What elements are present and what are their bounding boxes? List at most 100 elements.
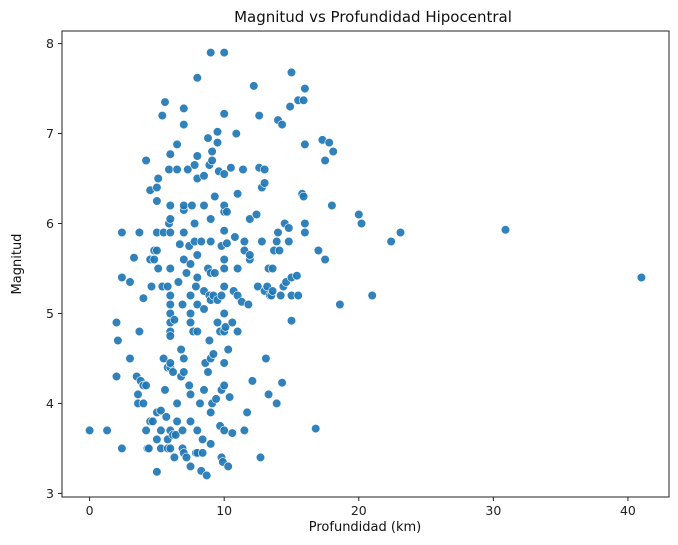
data-point-152 xyxy=(207,146,217,157)
data-point-182 xyxy=(219,169,229,179)
data-point-69 xyxy=(165,358,175,368)
data-point-186 xyxy=(222,238,232,248)
data-point-56 xyxy=(164,164,174,175)
data-point-257 xyxy=(300,218,310,229)
data-point-207 xyxy=(243,299,253,310)
data-point-211 xyxy=(247,376,257,386)
data-point-226 xyxy=(264,389,274,400)
data-point-38 xyxy=(152,245,162,256)
data-point-86 xyxy=(177,425,188,436)
data-point-29 xyxy=(148,416,158,427)
data-point-121 xyxy=(192,250,202,260)
data-point-209 xyxy=(245,250,255,260)
y-tick-label: 7 xyxy=(46,126,54,141)
data-point-256 xyxy=(300,83,310,94)
data-point-22 xyxy=(141,425,151,436)
data-point-137 xyxy=(203,367,213,377)
data-point-5 xyxy=(113,335,123,346)
data-point-70 xyxy=(165,443,175,454)
x-tick-label: 10 xyxy=(216,503,232,518)
data-point-62 xyxy=(165,290,175,301)
data-point-214 xyxy=(253,281,263,292)
data-point-97 xyxy=(181,268,192,278)
data-point-129 xyxy=(198,434,208,445)
data-point-150 xyxy=(206,214,216,224)
data-point-229 xyxy=(268,263,278,274)
data-point-196 xyxy=(231,129,241,139)
data-point-91 xyxy=(179,200,189,211)
data-point-154 xyxy=(208,349,218,359)
data-point-134 xyxy=(199,171,209,181)
data-point-67 xyxy=(165,149,175,159)
data-point-28 xyxy=(146,281,157,292)
data-point-144 xyxy=(206,407,216,418)
data-point-45 xyxy=(157,110,167,121)
data-point-64 xyxy=(165,227,175,238)
data-point-218 xyxy=(257,236,267,247)
data-point-63 xyxy=(165,263,175,274)
data-point-236 xyxy=(274,245,285,256)
data-point-99 xyxy=(183,164,193,175)
chart-title: Magnitud vs Profundidad Hipocentral xyxy=(234,8,512,26)
data-point-176 xyxy=(219,281,229,292)
data-point-258 xyxy=(300,139,310,149)
data-point-123 xyxy=(192,151,202,161)
data-point-269 xyxy=(354,209,364,220)
data-point-98 xyxy=(181,452,192,463)
data-point-264 xyxy=(320,155,330,166)
data-point-149 xyxy=(206,236,216,247)
data-point-172 xyxy=(219,380,229,391)
data-point-21 xyxy=(141,155,151,166)
data-point-131 xyxy=(199,304,209,314)
data-point-243 xyxy=(284,223,294,233)
y-axis: 3 4 5 6 7 8 xyxy=(46,36,62,501)
data-point-102 xyxy=(185,461,196,472)
data-point-140 xyxy=(204,335,214,346)
data-point-195 xyxy=(230,232,240,242)
data-point-138 xyxy=(203,133,213,143)
data-point-188 xyxy=(223,344,233,355)
x-tick-label: 30 xyxy=(485,503,501,518)
data-point-162 xyxy=(212,127,223,137)
data-point-117 xyxy=(192,425,202,436)
data-point-34 xyxy=(152,434,162,445)
data-points xyxy=(84,47,647,481)
data-point-244 xyxy=(284,236,294,247)
data-point-24 xyxy=(144,443,154,454)
data-point-221 xyxy=(260,178,270,188)
data-point-89 xyxy=(179,227,189,238)
data-point-17 xyxy=(138,398,148,409)
data-point-7 xyxy=(117,227,127,238)
data-point-43 xyxy=(156,406,166,416)
data-point-15 xyxy=(134,326,144,337)
data-point-185 xyxy=(220,322,231,332)
data-point-254 xyxy=(299,95,309,105)
data-point-171 xyxy=(219,425,229,436)
data-point-235 xyxy=(273,227,283,238)
data-point-210 xyxy=(245,214,255,224)
data-point-118 xyxy=(192,326,202,337)
data-point-202 xyxy=(238,164,248,175)
data-point-193 xyxy=(227,317,237,328)
data-point-14 xyxy=(134,227,144,238)
data-point-87 xyxy=(177,299,188,310)
data-point-3 xyxy=(111,371,122,382)
data-point-36 xyxy=(152,182,162,193)
data-point-76 xyxy=(171,430,181,440)
data-point-40 xyxy=(153,263,163,274)
data-point-103 xyxy=(185,416,196,427)
data-point-61 xyxy=(165,299,175,310)
data-point-48 xyxy=(160,97,170,107)
y-axis-title: Magnitud xyxy=(10,234,25,295)
data-point-173 xyxy=(219,358,229,368)
data-point-4 xyxy=(111,317,122,328)
data-point-158 xyxy=(211,394,221,404)
y-tick-label: 3 xyxy=(46,486,54,501)
data-point-272 xyxy=(386,236,396,247)
data-point-161 xyxy=(212,138,223,148)
data-point-261 xyxy=(313,245,324,256)
data-point-124 xyxy=(192,73,202,83)
data-point-249 xyxy=(286,316,297,326)
data-point-133 xyxy=(199,200,209,211)
